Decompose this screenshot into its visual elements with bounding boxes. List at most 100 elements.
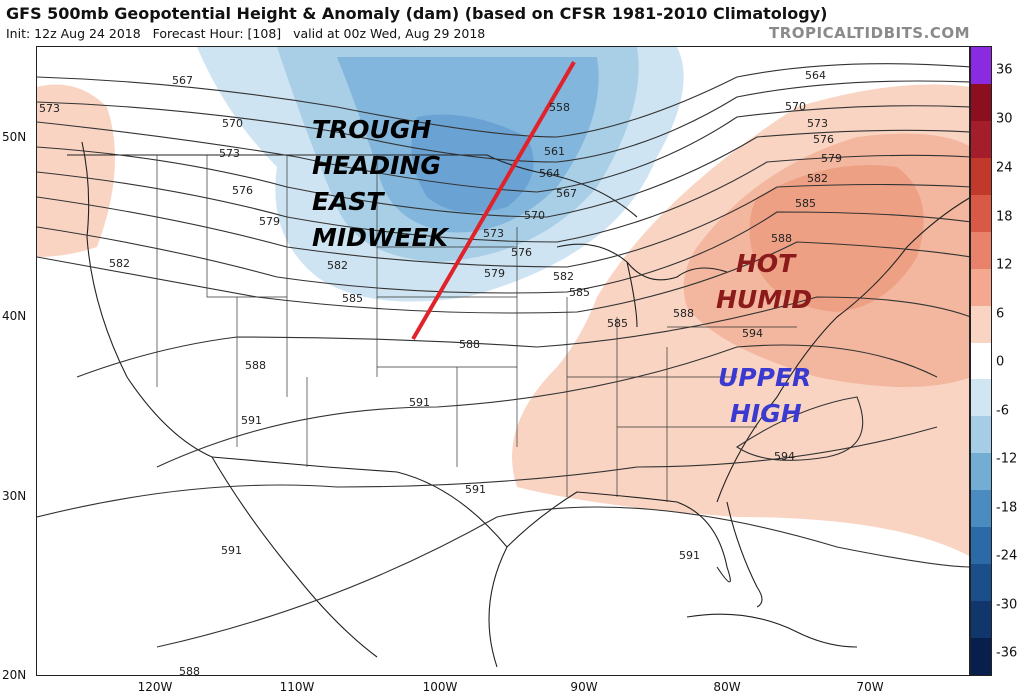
contour-label: 561 xyxy=(544,145,565,158)
contour-label: 567 xyxy=(556,187,577,200)
colorbar-label: 12 xyxy=(996,257,1013,273)
valid-time: valid at 00z Wed, Aug 29 2018 xyxy=(293,26,486,41)
lon-label-90w: 90W xyxy=(570,680,598,694)
negative-anomaly xyxy=(197,47,684,302)
boundaries xyxy=(67,141,969,668)
contour-label: 570 xyxy=(524,209,545,222)
hot-annotation: HOT HUMID xyxy=(716,246,812,318)
contour-label: 576 xyxy=(232,184,253,197)
colorbar-swatch xyxy=(971,305,991,343)
colorbar-label: -6 xyxy=(996,403,1009,419)
contour-label: 570 xyxy=(222,117,243,130)
colorbar-swatch xyxy=(971,157,991,195)
colorbar-swatch xyxy=(971,268,991,306)
contour-label: 576 xyxy=(511,246,532,259)
colorbar-label: 30 xyxy=(996,111,1013,127)
lon-label-120w: 120W xyxy=(137,680,173,694)
high-annotation: UPPER HIGH xyxy=(718,360,811,432)
colorbar-label: -12 xyxy=(996,451,1018,467)
state-lines xyxy=(156,155,797,502)
lon-label-80w: 80W xyxy=(713,680,741,694)
trough-line-4: MIDWEEK xyxy=(312,223,449,252)
colorbar-label: 0 xyxy=(996,354,1005,370)
contour-label: 582 xyxy=(553,270,574,283)
colorbar-swatch xyxy=(971,638,991,675)
colorbar-label: 6 xyxy=(996,306,1005,322)
init-time: Init: 12z Aug 24 2018 xyxy=(6,26,141,41)
contour-label: 564 xyxy=(539,167,560,180)
contour-label: 582 xyxy=(327,259,348,272)
contour-label-layer: 567 570 573 573 576 579 582 582 585 585 … xyxy=(37,47,969,676)
lon-label-110w: 110W xyxy=(279,680,315,694)
colorbar-swatch xyxy=(971,564,991,602)
trough-line-2: HEADING xyxy=(312,151,441,180)
height-contours xyxy=(37,63,969,648)
lat-label-20n: 20N xyxy=(2,668,27,682)
contour-label: 591 xyxy=(465,483,486,496)
contour-label: 588 xyxy=(673,307,694,320)
high-line-2: HIGH xyxy=(730,399,802,428)
contour-label: 585 xyxy=(795,197,816,210)
contour-label: 576 xyxy=(813,133,834,146)
lat-label-50n: 50N xyxy=(2,130,27,144)
brand-watermark: TROPICALTIDBITS.COM xyxy=(769,24,970,42)
contour-label: 594 xyxy=(774,450,795,463)
colorbar-label: -30 xyxy=(996,597,1018,613)
contour-label: 573 xyxy=(219,147,240,160)
colorbar-swatch xyxy=(971,231,991,269)
contour-label: 585 xyxy=(607,317,628,330)
contour-label: 579 xyxy=(484,267,505,280)
colorbar-label: 24 xyxy=(996,160,1013,176)
contour-label: 582 xyxy=(109,257,130,270)
colorbar-swatch xyxy=(971,194,991,232)
colorbar-swatch xyxy=(971,83,991,121)
colorbar-swatch xyxy=(971,379,991,417)
contour-label: 585 xyxy=(569,286,590,299)
positive-anomaly xyxy=(37,84,969,556)
colorbar-swatch xyxy=(971,342,991,380)
contour-label: 591 xyxy=(679,549,700,562)
contour-label: 588 xyxy=(459,338,480,351)
contour-label: 573 xyxy=(807,117,828,130)
hot-line-2: HUMID xyxy=(716,285,813,314)
contour-label: 567 xyxy=(172,74,193,87)
trough-axis-line xyxy=(411,60,576,341)
colorbar-label: 18 xyxy=(996,209,1013,225)
map-panel: 567 570 573 573 576 579 582 582 585 585 … xyxy=(36,46,970,676)
contour-label: 564 xyxy=(805,69,826,82)
colorbar xyxy=(970,46,992,676)
lat-label-30n: 30N xyxy=(2,489,27,503)
contour-label: 591 xyxy=(409,396,430,409)
colorbar-label: -36 xyxy=(996,645,1018,661)
lon-label-100w: 100W xyxy=(422,680,458,694)
contour-label: 591 xyxy=(241,414,262,427)
contour-label: 579 xyxy=(821,152,842,165)
contour-label: 558 xyxy=(549,101,570,114)
trough-line-3: EAST xyxy=(312,187,384,216)
colorbar-swatch xyxy=(971,490,991,528)
contour-label: 585 xyxy=(342,292,363,305)
colorbar-swatch xyxy=(971,47,991,84)
contour-label: 591 xyxy=(221,544,242,557)
colorbar-swatch xyxy=(971,120,991,158)
colorbar-swatch xyxy=(971,453,991,491)
forecast-hour: Forecast Hour: [108] xyxy=(152,26,282,41)
colorbar-label: -18 xyxy=(996,500,1018,516)
map-title: GFS 500mb Geopotential Height & Anomaly … xyxy=(6,4,828,23)
contour-label: 588 xyxy=(245,359,266,372)
colorbar-swatch xyxy=(971,601,991,638)
contour-label: 588 xyxy=(179,665,200,676)
colorbar-swatch xyxy=(971,416,991,454)
contour-label: 573 xyxy=(483,227,504,240)
contour-label: 588 xyxy=(771,232,792,245)
contour-label: 579 xyxy=(259,215,280,228)
lat-label-40n: 40N xyxy=(2,309,27,323)
colorbar-label: 36 xyxy=(996,62,1013,78)
colorbar-label: -24 xyxy=(996,548,1018,564)
contour-label: 582 xyxy=(807,172,828,185)
contour-label: 594 xyxy=(742,327,763,340)
hot-line-1: HOT xyxy=(736,249,796,278)
trough-line-1: TROUGH xyxy=(312,115,432,144)
map-canvas xyxy=(37,47,969,668)
colorbar-swatch xyxy=(971,527,991,565)
